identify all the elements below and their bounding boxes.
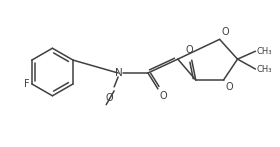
Text: O: O bbox=[221, 27, 229, 37]
Text: F: F bbox=[24, 79, 30, 89]
Text: O: O bbox=[186, 45, 193, 55]
Text: N: N bbox=[115, 68, 123, 78]
Text: O: O bbox=[226, 82, 233, 92]
Text: CH₃: CH₃ bbox=[256, 47, 272, 56]
Text: CH₃: CH₃ bbox=[256, 65, 272, 74]
Text: O: O bbox=[160, 91, 167, 101]
Text: O: O bbox=[106, 93, 113, 103]
